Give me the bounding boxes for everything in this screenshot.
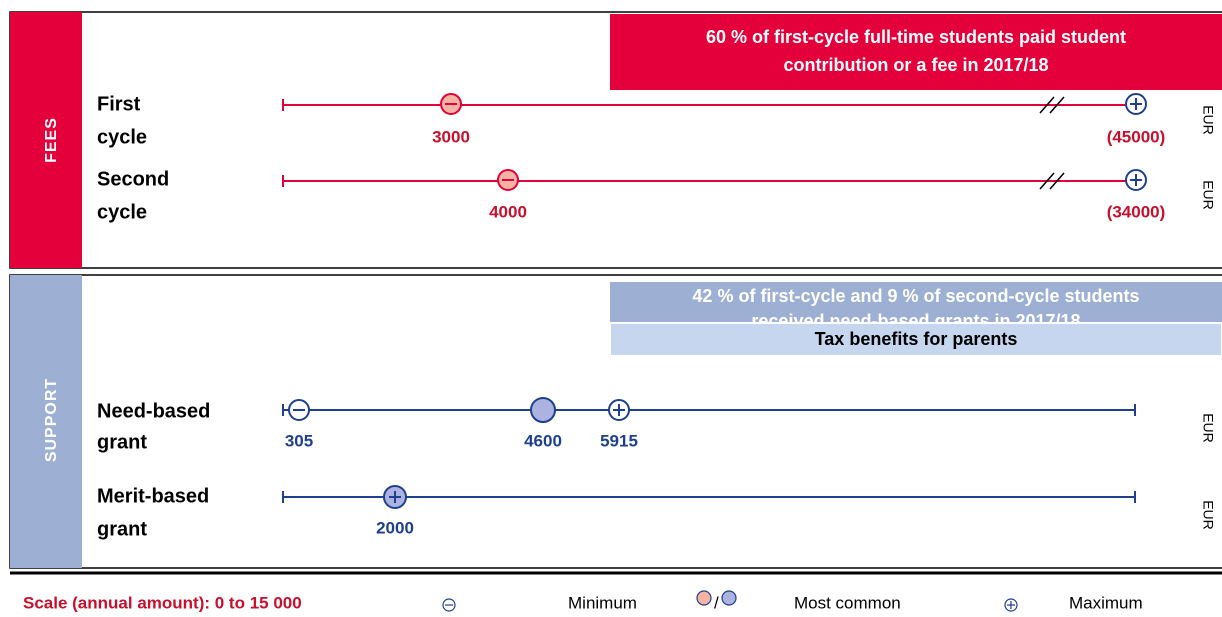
minimum-marker — [288, 399, 310, 421]
row-label: grant — [97, 431, 147, 453]
row-label: Need-based — [97, 400, 210, 422]
legend-scale: Scale (annual amount): 0 to 15 000 — [23, 593, 302, 612]
legend-minimum-icon — [442, 598, 456, 612]
minimum-value: 4000 — [489, 202, 527, 221]
legend-most-common-icon — [696, 590, 712, 606]
minimum-marker — [440, 93, 462, 115]
row-label: First — [97, 93, 141, 115]
row-label: cycle — [97, 126, 147, 148]
minimum-value: 305 — [285, 431, 313, 450]
most-common-marker — [530, 397, 556, 423]
row-label: cycle — [97, 201, 147, 223]
maximum-value: (45000) — [1107, 127, 1166, 146]
unit: EUR — [1200, 413, 1216, 443]
most-common-value: 4600 — [524, 431, 562, 450]
support-label: SUPPORT — [43, 378, 60, 462]
fees-label: FEES — [43, 117, 60, 163]
legend-most-common-icon — [721, 590, 737, 606]
maximum-marker — [1125, 93, 1147, 115]
maximum-value: (34000) — [1107, 202, 1166, 221]
row-label: Second — [97, 168, 169, 190]
break — [1039, 96, 1065, 114]
unit: EUR — [1200, 105, 1216, 135]
unit: EUR — [1200, 500, 1216, 530]
tax-box — [609, 322, 1222, 357]
legend-separator: / — [714, 593, 719, 612]
maximum-marker — [1125, 169, 1147, 191]
legend-minimum: Minimum — [568, 593, 637, 612]
row-label: grant — [97, 518, 147, 540]
minimum-value: 3000 — [432, 127, 470, 146]
row-label: Merit-based — [97, 485, 209, 507]
legend-most-common: Most common — [794, 593, 901, 612]
legend-maximum-icon — [1004, 598, 1018, 612]
legend-maximum: Maximum — [1069, 593, 1143, 612]
fees-note: 60 % of first-cycle full-time students p… — [706, 27, 1126, 47]
support-note: 42 % of first-cycle and 9 % of second-cy… — [692, 286, 1139, 306]
support-band — [10, 275, 82, 568]
tax-note: Tax benefits for parents — [815, 329, 1018, 349]
fees-note-box — [610, 14, 1222, 90]
maximum-value: 2000 — [376, 518, 414, 537]
maximum-marker — [383, 485, 407, 509]
fees-note: contribution or a fee in 2017/18 — [783, 55, 1048, 75]
break — [1039, 172, 1065, 190]
unit: EUR — [1200, 180, 1216, 210]
fees-band — [10, 12, 82, 268]
maximum-marker — [608, 399, 630, 421]
minimum-marker — [497, 169, 519, 191]
maximum-value: 5915 — [600, 431, 638, 450]
